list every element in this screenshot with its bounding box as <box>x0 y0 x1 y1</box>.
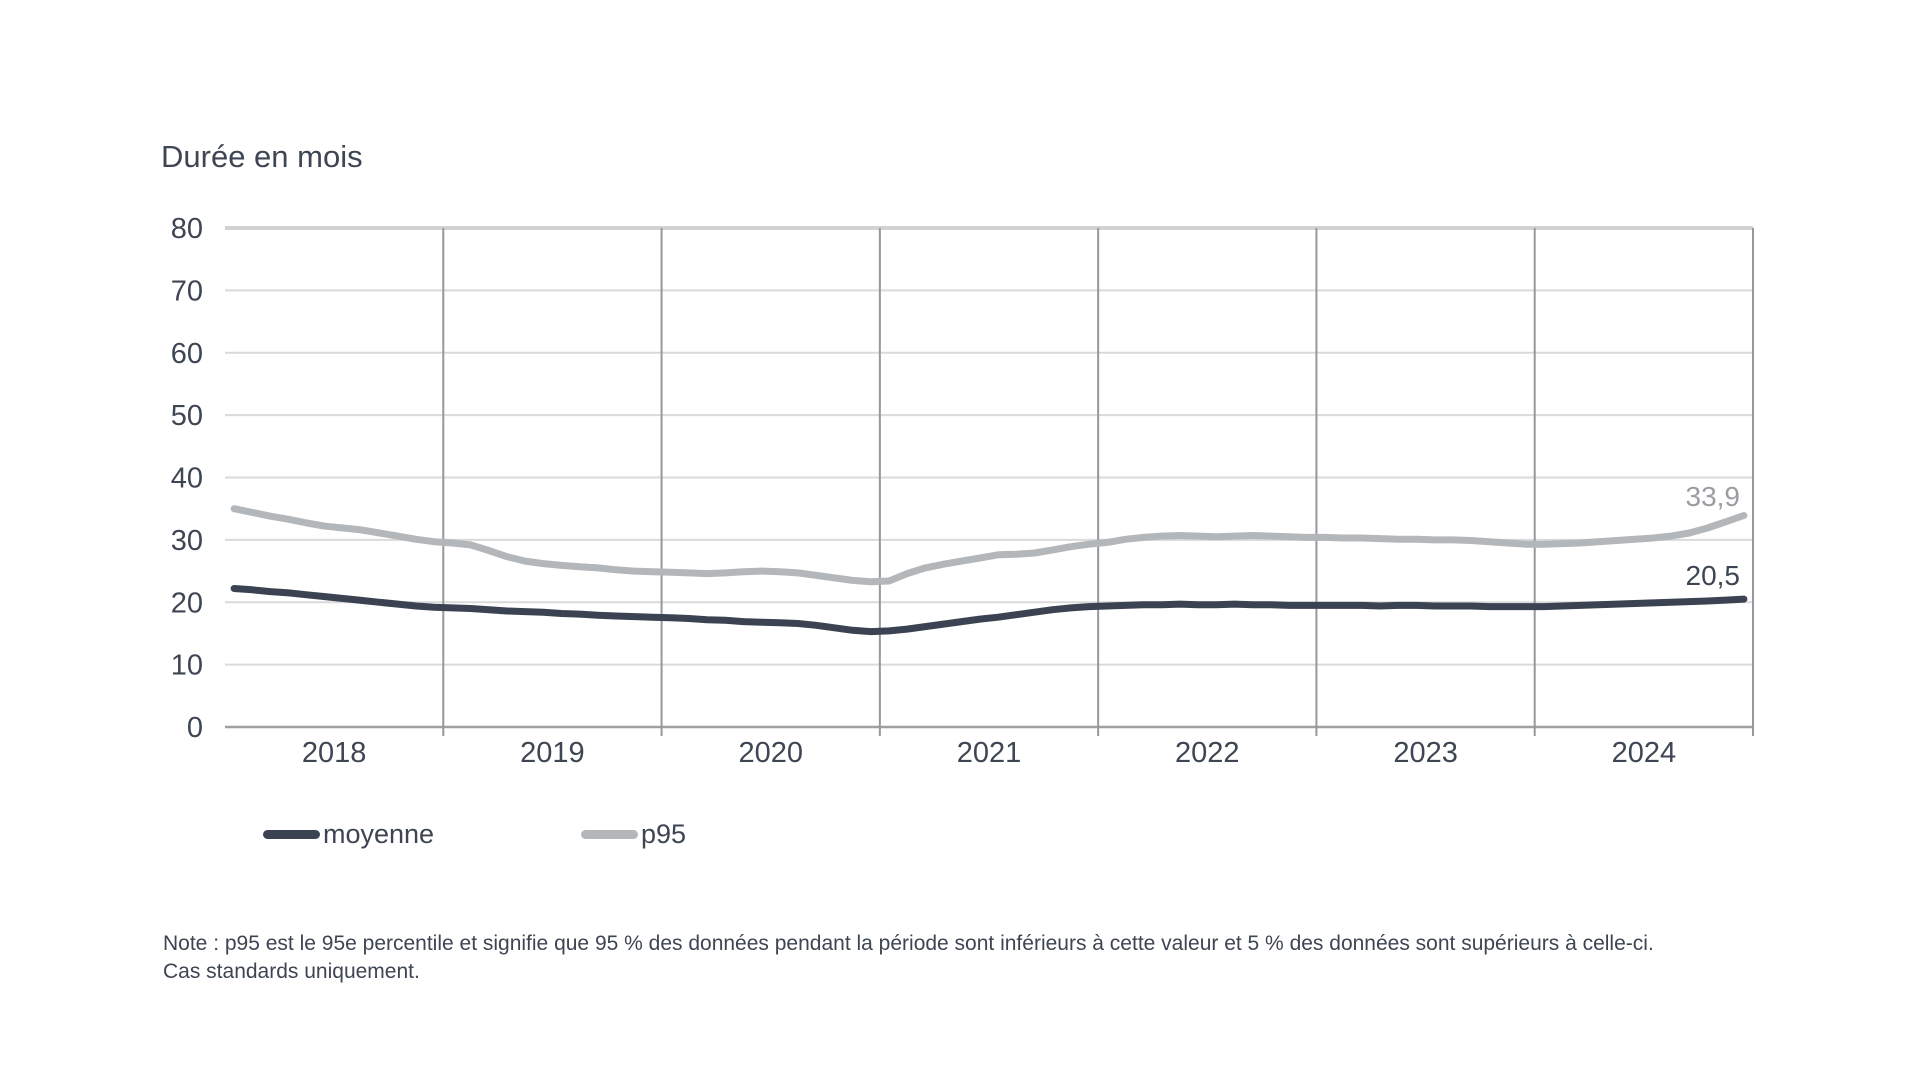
y-tick-label: 60 <box>171 338 203 370</box>
moyenne-line-swatch-icon <box>263 829 320 839</box>
x-tick-label: 2021 <box>957 737 1022 769</box>
p95-end-value-label: 33,9 <box>1685 481 1741 512</box>
series-line-moyenne <box>230 585 1748 636</box>
y-tick-label: 50 <box>171 400 203 432</box>
legend-item-moyenne: moyenne <box>263 818 434 850</box>
y-tick-label: 70 <box>171 275 203 307</box>
chart-legend: moyenne p95 <box>0 818 1920 850</box>
y-tick-label: 0 <box>187 712 203 744</box>
x-tick-label: 2023 <box>1393 737 1458 769</box>
legend-label-moyenne: moyenne <box>323 818 435 849</box>
y-tick-label: 20 <box>171 587 203 619</box>
x-tick-label: 2020 <box>738 737 803 769</box>
chart-title: Durée en mois <box>161 139 363 174</box>
y-tick-label: 10 <box>171 650 203 682</box>
y-tick-label: 80 <box>171 213 203 245</box>
y-tick-label: 40 <box>171 463 203 495</box>
legend-item-p95: p95 <box>581 818 686 850</box>
p95-line-swatch-icon <box>581 829 638 839</box>
moyenne-end-value-label: 20,5 <box>1685 560 1741 591</box>
x-tick-label: 2019 <box>520 737 585 769</box>
y-tick-label: 30 <box>171 525 203 557</box>
x-tick-label: 2024 <box>1612 737 1677 769</box>
x-tick-label: 2022 <box>1175 737 1240 769</box>
legend-label-p95: p95 <box>641 818 687 849</box>
series-line-p95 <box>230 505 1748 586</box>
footnote: Note : p95 est le 95e percentile et sign… <box>163 930 1743 986</box>
footnote-line-1: Note : p95 est le 95e percentile et sign… <box>163 932 1654 955</box>
footnote-line-2: Cas standards uniquement. <box>163 960 420 983</box>
x-tick-label: 2018 <box>302 737 367 769</box>
